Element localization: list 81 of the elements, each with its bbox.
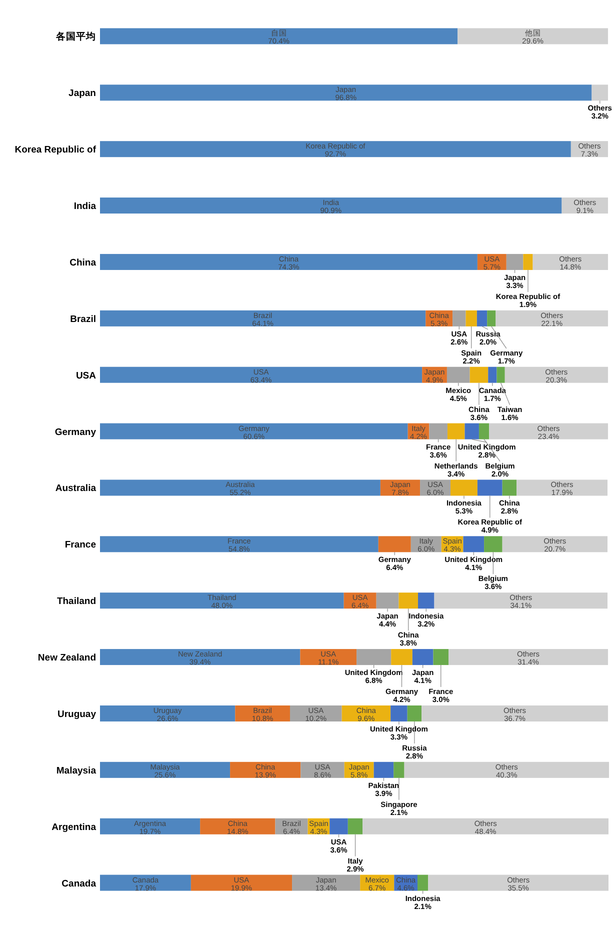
y-tick-label: Germany [54, 426, 97, 438]
bar [100, 536, 378, 552]
bar [504, 366, 608, 383]
bar [458, 28, 608, 44]
bar [418, 874, 428, 891]
bar [463, 536, 484, 552]
bar [200, 818, 276, 834]
bar [446, 366, 470, 383]
bar [516, 480, 608, 496]
bar [476, 310, 488, 326]
bar [100, 310, 426, 326]
bar [394, 762, 404, 778]
y-tick-label: India [74, 201, 97, 212]
bar [487, 310, 496, 326]
y-tick-label: Thailand [56, 596, 96, 608]
bar [502, 536, 608, 552]
bar [452, 310, 466, 326]
bar [434, 592, 608, 609]
y-tick-label: Japan [68, 88, 96, 100]
bar [100, 592, 344, 609]
bar [523, 254, 533, 270]
y-tick-label: Australia [55, 483, 97, 494]
bar [450, 480, 478, 496]
bar [506, 254, 524, 270]
bar [100, 818, 200, 834]
bar [100, 480, 380, 496]
bar [484, 536, 502, 552]
bar [496, 310, 608, 326]
bar [502, 480, 517, 496]
bar [100, 366, 422, 383]
bar [356, 649, 392, 666]
y-tick-label: Korea Republic of [14, 144, 97, 156]
bar [422, 705, 608, 722]
bar [398, 592, 418, 609]
bar [412, 649, 434, 666]
bar [378, 536, 411, 552]
bar [100, 649, 300, 666]
bar [433, 649, 448, 666]
bar [428, 874, 609, 891]
bar [100, 423, 408, 440]
bar [100, 874, 191, 891]
bar [470, 366, 488, 383]
bar [429, 423, 448, 440]
bar [390, 705, 408, 722]
bar [100, 84, 592, 101]
bar [478, 423, 490, 440]
y-tick-label: Malaysia [56, 765, 97, 776]
bar [100, 762, 230, 778]
bar [348, 818, 363, 834]
bar [464, 423, 479, 440]
bar [376, 592, 399, 609]
y-tick-label: Uruguay [57, 708, 97, 720]
bar [418, 592, 434, 609]
bar [404, 762, 610, 778]
y-tick-label: USA [76, 370, 96, 382]
bar [100, 198, 562, 214]
bar [496, 366, 505, 383]
y-tick-label: Brazil [70, 314, 96, 325]
y-tick-label: Argentina [52, 822, 97, 833]
bar [330, 818, 348, 834]
bar [407, 705, 422, 722]
bar [100, 28, 458, 44]
bar [374, 762, 394, 778]
bar [466, 310, 477, 326]
bar [362, 818, 609, 834]
y-tick-label: 各国平均 [55, 30, 96, 43]
y-tick-label: Canada [62, 878, 97, 890]
bar [489, 423, 608, 440]
bar [477, 480, 502, 496]
bar [488, 366, 497, 383]
bar [100, 254, 478, 270]
bar [190, 874, 292, 891]
y-tick-label: New Zealand [38, 652, 96, 664]
bar [391, 649, 412, 666]
y-tick-label: China [70, 257, 97, 268]
bar [448, 649, 608, 666]
bar [100, 705, 236, 722]
bar [592, 84, 608, 101]
bar [100, 141, 571, 158]
bar [447, 423, 465, 440]
y-tick-label: France [64, 540, 96, 551]
